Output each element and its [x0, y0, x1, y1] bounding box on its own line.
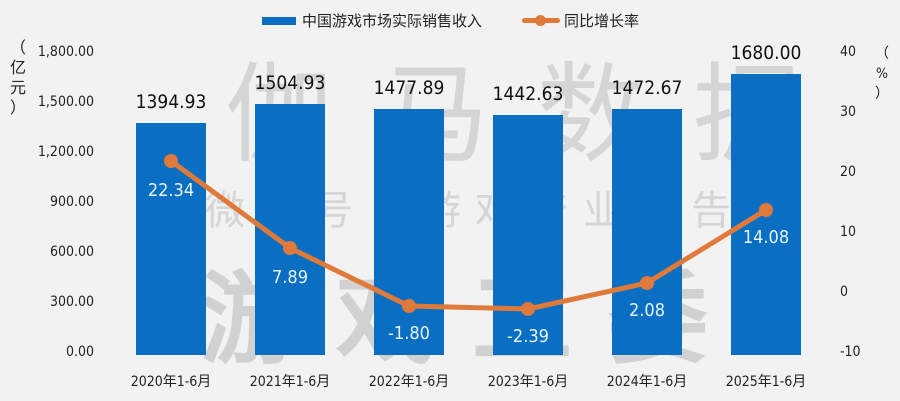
y-tick-left: 600.00: [49, 244, 94, 260]
bar-value-label: 1504.93: [254, 72, 326, 94]
y-tick-right: -10: [840, 344, 861, 360]
bar-2024[interactable]: [612, 109, 682, 355]
bar-swatch-icon: [262, 16, 296, 25]
y-tick-left: 900.00: [49, 194, 94, 210]
growth-point: [640, 276, 654, 290]
y-tick-left: 1,500.00: [37, 94, 94, 110]
paren-close: ）: [875, 86, 889, 102]
unit-char: 元: [9, 78, 26, 97]
growth-point: [759, 203, 773, 217]
x-tick-label: 2022年1-6月: [368, 374, 450, 390]
unit-char: 亿: [9, 58, 26, 77]
paren-open: （: [9, 38, 26, 57]
x-tick-label: 2020年1-6月: [130, 374, 212, 390]
legend-item-growth[interactable]: 同比增长率: [522, 10, 639, 31]
growth-value-label: 22.34: [147, 180, 195, 201]
bar-value-label: 1472.67: [611, 77, 683, 99]
x-tick-label: 2025年1-6月: [725, 374, 807, 390]
paren-open: （: [875, 46, 889, 62]
chart-legend: 中国游戏市场实际销售收入 同比增长率: [0, 10, 900, 34]
bar-value-label: 1394.93: [135, 91, 207, 113]
y-tick-left: 0.00: [65, 344, 94, 360]
x-tick-label: 2023年1-6月: [487, 374, 569, 390]
growth-point: [164, 154, 178, 168]
bar-value-label: 1442.63: [492, 83, 564, 105]
left-axis-unit: （ 亿 元 ）: [8, 38, 28, 118]
x-tick-label: 2024年1-6月: [606, 374, 688, 390]
growth-point: [402, 299, 416, 313]
right-axis-unit: （ % ）: [872, 44, 892, 104]
bar-value-label: 1680.00: [730, 42, 802, 64]
growth-point: [521, 302, 535, 316]
growth-value-label: 14.08: [742, 227, 790, 248]
legend-label-growth: 同比增长率: [564, 12, 640, 30]
growth-line: [169, 158, 768, 312]
y-tick-left: 1,200.00: [37, 144, 94, 160]
paren-close: ）: [9, 98, 26, 117]
growth-value-label: 7.89: [271, 267, 309, 288]
growth-value-label: -2.39: [507, 326, 549, 347]
y-tick-left: 300.00: [49, 294, 94, 310]
y-tick-right: 20: [840, 164, 857, 180]
growth-point: [283, 241, 297, 255]
bar-2022[interactable]: [374, 109, 444, 355]
growth-value-label: -1.80: [388, 323, 430, 344]
y-tick-right: 0: [840, 284, 849, 300]
legend-label-revenue: 中国游戏市场实际销售收入: [302, 12, 483, 30]
x-tick-label: 2021年1-6月: [249, 374, 331, 390]
y-tick-right: 40: [840, 44, 857, 60]
line-swatch-icon: [522, 15, 560, 26]
legend-item-revenue[interactable]: 中国游戏市场实际销售收入: [262, 10, 482, 31]
y-tick-right: 10: [840, 224, 857, 240]
growth-value-label: 2.08: [628, 300, 666, 321]
bar-value-label: 1477.89: [373, 77, 445, 99]
unit-char: %: [876, 66, 888, 82]
y-tick-left: 1,800.00: [37, 44, 94, 60]
y-tick-right: 30: [840, 104, 857, 120]
